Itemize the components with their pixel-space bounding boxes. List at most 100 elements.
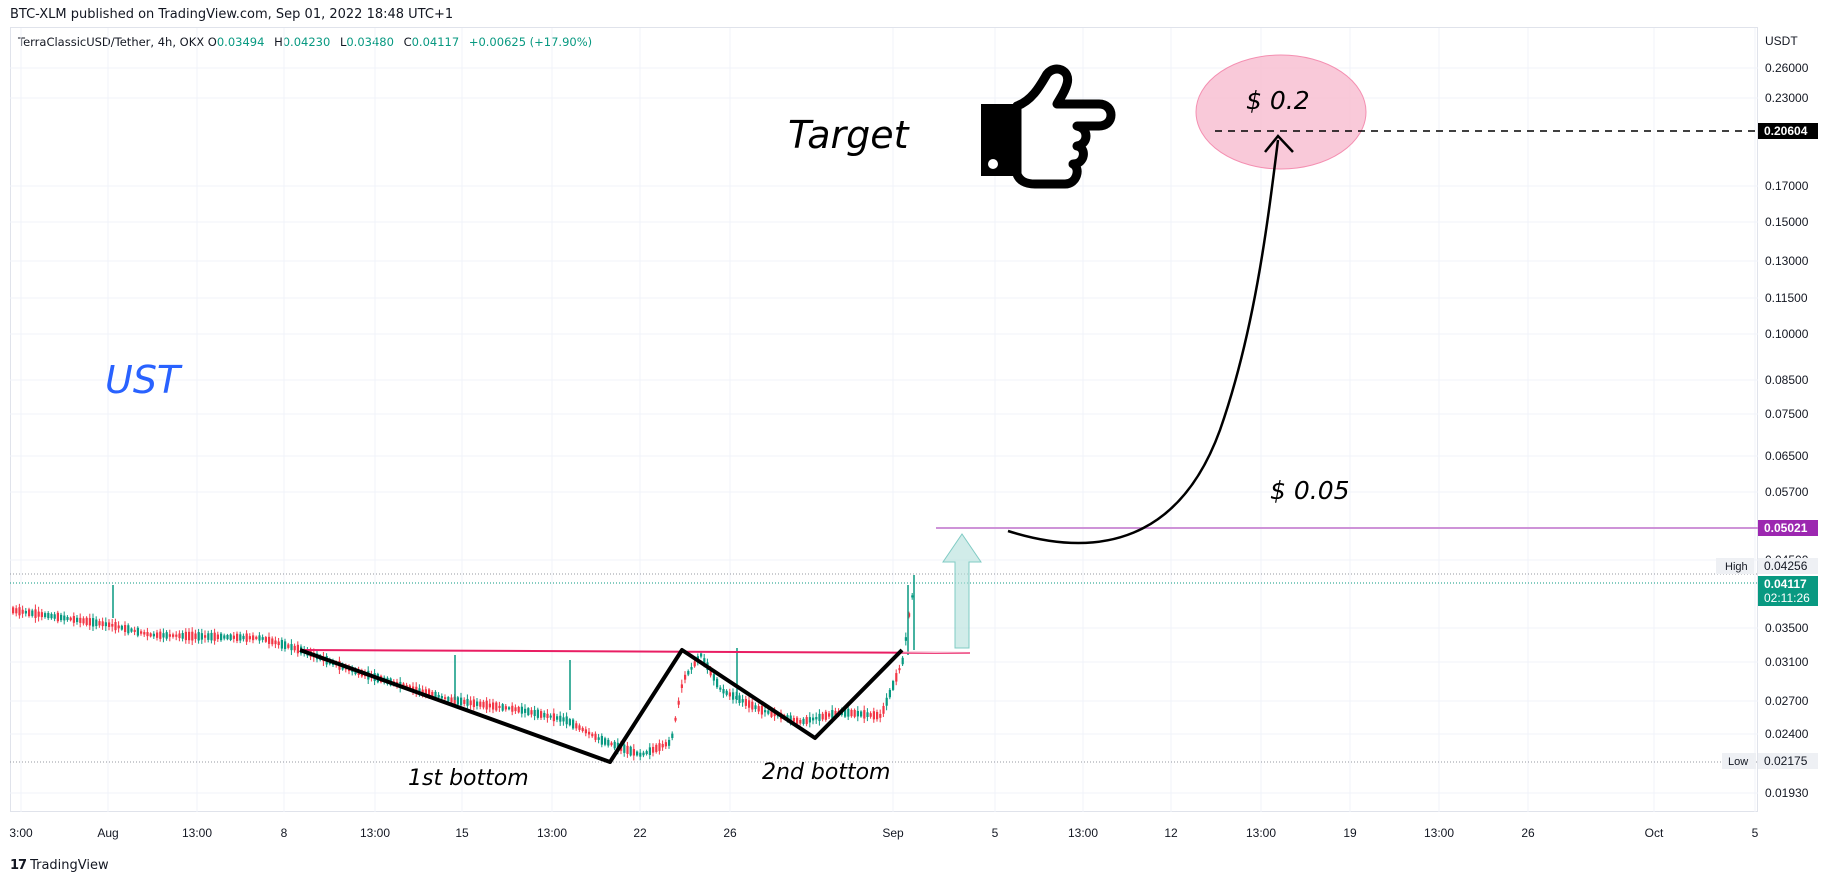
candle-body xyxy=(623,744,626,753)
candle-body xyxy=(428,689,431,698)
legend-low: 0.03480 xyxy=(346,35,394,49)
y-tick-label: 0.02700 xyxy=(1765,694,1809,708)
x-tick-label: 5 xyxy=(1752,826,1759,840)
footer-brand[interactable]: 17 TradingView xyxy=(10,858,109,873)
candle-body xyxy=(741,699,744,703)
candle-body xyxy=(748,700,751,708)
candle-body xyxy=(626,745,629,754)
candle-body xyxy=(629,746,632,756)
x-tick-label: 12 xyxy=(1164,826,1178,840)
candle-body xyxy=(184,631,187,641)
candle-body xyxy=(418,688,421,693)
candle-body xyxy=(47,613,50,619)
candle-body xyxy=(578,725,581,730)
candle-body xyxy=(172,634,175,637)
candle-body xyxy=(98,621,101,626)
candle-body xyxy=(34,609,37,618)
candle-body xyxy=(722,689,725,694)
candle-body xyxy=(677,700,680,705)
candle-body xyxy=(92,618,95,627)
neckline xyxy=(299,649,971,654)
y-tick-label: 0.10000 xyxy=(1765,327,1809,341)
candle-body xyxy=(821,713,824,720)
legend-close-label: C xyxy=(403,35,412,49)
x-tick-label: 15 xyxy=(455,826,469,840)
candle-body xyxy=(159,631,162,639)
low-label-text: Low xyxy=(1728,756,1748,768)
candle-body xyxy=(700,653,703,657)
candle-body xyxy=(850,709,853,717)
candle-body xyxy=(655,744,658,752)
candle-body xyxy=(133,629,136,632)
y-tick-label: 0.26000 xyxy=(1765,61,1809,75)
target-price-text: $ 0.2 xyxy=(1246,86,1310,115)
candle-body xyxy=(584,729,587,734)
publish-header: BTC-XLM published on TradingView.com, Se… xyxy=(10,7,454,22)
x-tick-label: 19 xyxy=(1343,826,1357,840)
candle-body xyxy=(671,733,674,739)
projection-arrowhead xyxy=(1264,134,1294,153)
tradingview-logo-icon: 17 xyxy=(10,858,27,873)
candle-body xyxy=(594,733,597,740)
candle-body xyxy=(223,635,226,639)
candle-body xyxy=(911,595,914,598)
candle-body xyxy=(834,710,837,716)
candle-body xyxy=(597,737,600,740)
candle-body xyxy=(668,739,671,746)
x-tick-label: 13:00 xyxy=(360,826,390,840)
candle-body xyxy=(162,633,165,638)
candle-body xyxy=(239,634,242,641)
candle-body xyxy=(908,613,911,617)
candle-body xyxy=(888,689,891,698)
candle-body xyxy=(268,636,271,644)
candle-body xyxy=(892,680,895,690)
x-tick-label: 13:00 xyxy=(537,826,567,840)
candle-body xyxy=(191,631,194,641)
candle-body xyxy=(124,625,127,632)
candle-body xyxy=(549,715,552,718)
candle-body xyxy=(447,697,450,702)
candle-body xyxy=(412,686,415,691)
candle-body xyxy=(511,705,514,712)
candle-body xyxy=(591,733,594,737)
candle-body xyxy=(898,668,901,671)
candle-body xyxy=(108,622,111,627)
y-tick-label: 0.05700 xyxy=(1765,485,1809,499)
candle-body xyxy=(764,710,767,713)
candle-body xyxy=(517,706,520,713)
candle-body xyxy=(770,709,773,717)
candle-body xyxy=(284,641,287,650)
legend-high: 0.04230 xyxy=(282,35,331,49)
candle-body xyxy=(261,637,264,640)
symbol-tag-text: UST xyxy=(105,358,183,402)
candle-body xyxy=(421,689,424,694)
candle-body xyxy=(725,690,728,695)
candle-body xyxy=(165,632,168,639)
candle-body xyxy=(226,634,229,640)
candle-body xyxy=(280,639,283,649)
y-tick-label: 0.03100 xyxy=(1765,655,1809,669)
candle-body xyxy=(117,625,120,629)
candle-body xyxy=(559,715,562,722)
candle-body xyxy=(639,752,642,757)
candle-body xyxy=(879,714,882,718)
legend-open-label: O xyxy=(207,35,217,49)
candle-body xyxy=(674,717,677,721)
candle-body xyxy=(12,607,15,614)
candle-body xyxy=(536,709,539,718)
current-badge xyxy=(1758,576,1818,606)
neckline-tail xyxy=(899,651,971,654)
candle-body xyxy=(152,633,155,637)
candle-body xyxy=(658,743,661,751)
candle-body xyxy=(744,698,747,706)
candle-body xyxy=(546,713,549,718)
candle-body xyxy=(66,616,69,620)
candle-body xyxy=(719,687,722,690)
candle-body xyxy=(277,641,280,646)
symbol-legend: TerraClassicUSD/Tether, 4h, OKX O0.03494… xyxy=(18,35,598,49)
candle-body xyxy=(812,717,815,721)
candle-body xyxy=(728,692,731,697)
candle-body xyxy=(248,636,251,640)
candle-body xyxy=(802,718,805,724)
